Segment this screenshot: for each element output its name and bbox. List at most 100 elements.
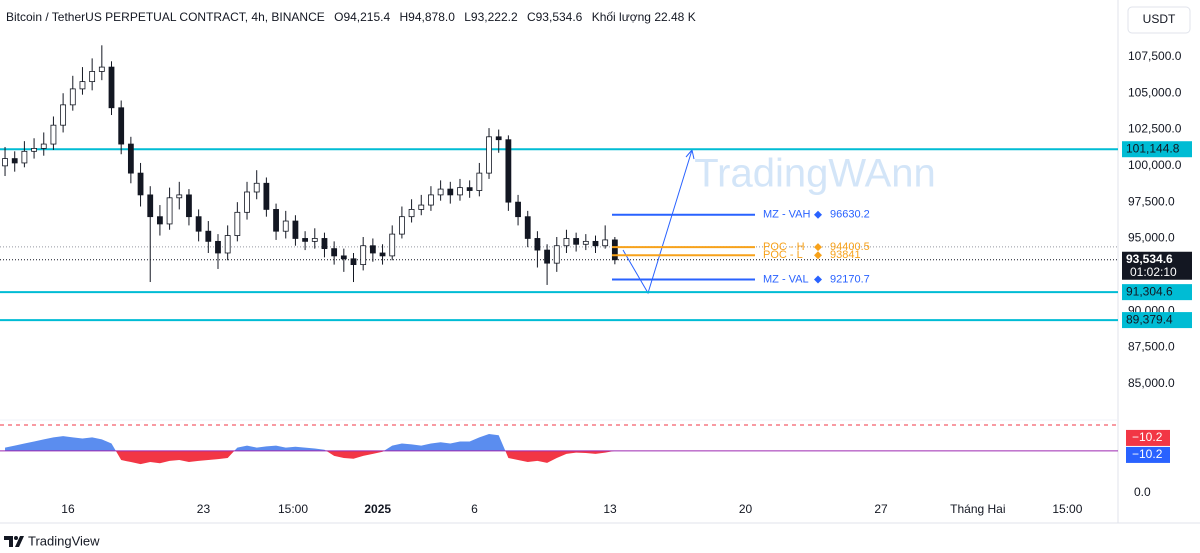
volume-profile-value: 93841: [830, 249, 861, 261]
y-tick-label: 97,500.0: [1128, 194, 1175, 208]
candle-body: [360, 245, 367, 266]
x-tick-label: 23: [197, 502, 211, 516]
candle-body: [147, 194, 154, 218]
volume-profile-diamond: [814, 275, 822, 284]
candle-body: [437, 188, 444, 196]
candle-body: [505, 139, 512, 203]
candle-body: [127, 143, 134, 174]
candle-body: [592, 240, 599, 247]
osc-tick-label: 0.0: [1134, 485, 1151, 499]
candle-body: [582, 240, 589, 245]
candle-body: [398, 216, 405, 235]
volume-profile-value: 92170.7: [830, 273, 870, 285]
candle-body: [379, 252, 386, 257]
candle-body: [524, 216, 531, 239]
level-label-bg: [1122, 141, 1192, 158]
candle-body: [118, 107, 125, 145]
volume-profile-name: POC - L: [763, 249, 803, 261]
candle-body: [69, 88, 76, 106]
candle-body: [495, 136, 502, 141]
osc-area-above: [5, 434, 506, 451]
price-label-bg: [1122, 251, 1192, 280]
candle-body: [186, 194, 192, 218]
volume-profile-value: 96630.2: [830, 209, 870, 221]
candle-body: [98, 66, 105, 72]
ohlc-low: L93,222.2: [464, 10, 518, 24]
candle-body: [331, 248, 338, 257]
x-tick-label: 15:00: [278, 502, 308, 516]
x-tick-label: 6: [471, 502, 478, 516]
candle-body: [534, 238, 541, 251]
candle-body: [553, 245, 560, 264]
candle-body: [195, 216, 202, 232]
candle-body: [21, 150, 28, 164]
level-label-bg: [1122, 312, 1192, 329]
candle-body: [428, 194, 434, 206]
volume-profile-name: MZ - VAL: [763, 273, 809, 285]
candle-body: [166, 197, 173, 225]
candle-body: [234, 211, 241, 236]
currency[interactable]: USDT: [1143, 12, 1176, 26]
candle-body: [466, 187, 473, 191]
candle-body: [418, 204, 425, 210]
candle-body: [50, 124, 57, 145]
brand-logo: [4, 536, 24, 547]
candle-body: [157, 216, 163, 225]
logo-dot: [14, 536, 18, 540]
y-tick-label: 105,000.0: [1128, 85, 1182, 99]
volume-profile-value: 94400.5: [830, 241, 870, 253]
ohlc-close: C93,534.6: [527, 10, 583, 24]
candle-body: [263, 182, 270, 210]
x-tick-label: 27: [874, 502, 888, 516]
x-tick-label: 15:00: [1052, 502, 1082, 516]
x-tick-label: 16: [61, 502, 75, 516]
level-label: 101,144.8: [1126, 141, 1180, 155]
y-tick-label: 107,500.0: [1128, 49, 1182, 63]
candle-body: [253, 182, 260, 193]
ohlc-high: H94,878.0: [400, 10, 456, 24]
symbol: Bitcoin / TetherUS PERPETUAL CONTRACT, 4…: [6, 10, 325, 24]
volume: 22.48 K: [654, 10, 695, 24]
x-tick-label: 20: [739, 502, 753, 516]
candle-body: [563, 238, 570, 247]
y-tick-label: 100,000.0: [1128, 158, 1182, 172]
candle-body: [137, 172, 144, 196]
candle-body: [215, 240, 221, 254]
candle-body: [515, 201, 521, 218]
candle-body: [389, 233, 396, 257]
candle-body: [224, 235, 231, 254]
x-tick-label: 2025: [364, 502, 391, 516]
candle-body: [11, 158, 18, 164]
candle-body: [611, 239, 618, 261]
candle-body: [447, 188, 454, 196]
volume-profile-diamond: [814, 243, 822, 252]
ohlc-open: O94,215.4: [334, 10, 390, 24]
level-label-bg: [1122, 284, 1192, 301]
x-tick-label: 13: [603, 502, 617, 516]
y-tick-label: 102,500.0: [1128, 122, 1182, 136]
candle-body: [176, 194, 183, 199]
candle-body: [476, 172, 483, 191]
candle-body: [544, 249, 550, 264]
candle-body: [292, 220, 299, 239]
candle-body: [311, 238, 318, 242]
candle-body: [282, 220, 289, 232]
candle-body: [205, 230, 212, 242]
candle-body: [2, 158, 8, 167]
candle-body: [31, 148, 37, 152]
x-tick-label: Tháng Hai: [950, 502, 1005, 516]
volume-profile-diamond: [814, 210, 822, 219]
currency-button[interactable]: [1127, 6, 1191, 34]
candle-body: [340, 255, 347, 260]
candle-body: [350, 258, 357, 266]
y-tick-label: 95,000.0: [1128, 231, 1175, 245]
candle-body: [89, 71, 96, 83]
volume-label: Khối lượng: [592, 10, 651, 24]
candle-body: [369, 245, 376, 254]
candle-body: [60, 104, 67, 126]
volume-profile-name: MZ - VAH: [763, 209, 811, 221]
y-tick-label: 85,000.0: [1128, 376, 1175, 390]
header: Bitcoin / TetherUS PERPETUAL CONTRACT, 4…: [6, 10, 696, 24]
